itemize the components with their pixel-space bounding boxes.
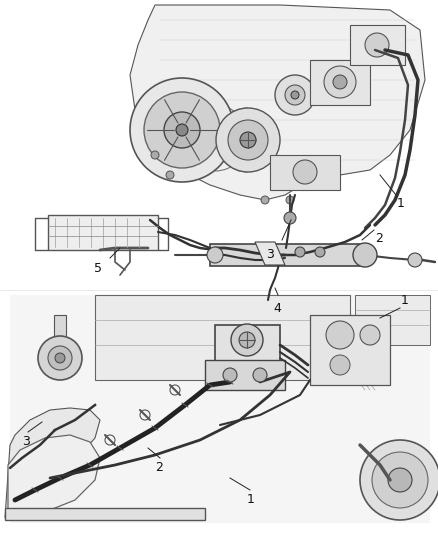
Polygon shape <box>5 408 100 518</box>
Polygon shape <box>8 435 100 518</box>
Text: 3: 3 <box>22 435 30 448</box>
Bar <box>350 25 405 65</box>
Bar <box>215 325 280 380</box>
Circle shape <box>365 33 389 57</box>
Circle shape <box>330 355 350 375</box>
Circle shape <box>216 108 280 172</box>
Circle shape <box>130 78 234 182</box>
Bar <box>54 315 66 355</box>
Circle shape <box>38 336 82 380</box>
Circle shape <box>275 75 315 115</box>
Circle shape <box>207 247 223 263</box>
Circle shape <box>284 212 296 224</box>
Circle shape <box>55 353 65 363</box>
Circle shape <box>240 132 256 148</box>
Text: 1: 1 <box>397 197 405 210</box>
Circle shape <box>388 468 412 492</box>
Circle shape <box>48 346 72 370</box>
Circle shape <box>223 368 237 382</box>
Text: 2: 2 <box>155 461 163 474</box>
Bar <box>310 315 390 385</box>
Circle shape <box>166 171 174 179</box>
Circle shape <box>144 92 220 168</box>
Circle shape <box>295 247 305 257</box>
Circle shape <box>360 440 438 520</box>
Circle shape <box>253 368 267 382</box>
Bar <box>48 215 158 250</box>
Circle shape <box>372 452 428 508</box>
Circle shape <box>326 321 354 349</box>
Text: 2: 2 <box>375 232 383 245</box>
Circle shape <box>231 324 263 356</box>
Circle shape <box>176 124 188 136</box>
Circle shape <box>333 75 347 89</box>
Circle shape <box>291 91 299 99</box>
Polygon shape <box>130 5 425 200</box>
Circle shape <box>286 196 294 204</box>
Circle shape <box>239 332 255 348</box>
Bar <box>355 295 430 345</box>
FancyBboxPatch shape <box>10 295 430 523</box>
Circle shape <box>293 160 317 184</box>
Bar <box>205 360 285 390</box>
Bar <box>95 295 350 380</box>
Circle shape <box>164 112 200 148</box>
Text: 1: 1 <box>247 493 255 506</box>
Circle shape <box>324 66 356 98</box>
Circle shape <box>353 243 377 267</box>
Bar <box>270 155 340 190</box>
Circle shape <box>261 196 269 204</box>
Bar <box>310 60 370 105</box>
Text: 5: 5 <box>94 262 102 275</box>
Text: 4: 4 <box>273 302 281 315</box>
Bar <box>210 244 365 266</box>
Circle shape <box>285 85 305 105</box>
Circle shape <box>360 325 380 345</box>
Circle shape <box>315 247 325 257</box>
Circle shape <box>228 120 268 160</box>
Text: 1: 1 <box>401 294 409 307</box>
Circle shape <box>408 253 422 267</box>
Bar <box>5 508 205 520</box>
Text: 3: 3 <box>266 248 274 261</box>
Polygon shape <box>255 242 285 265</box>
Circle shape <box>151 151 159 159</box>
